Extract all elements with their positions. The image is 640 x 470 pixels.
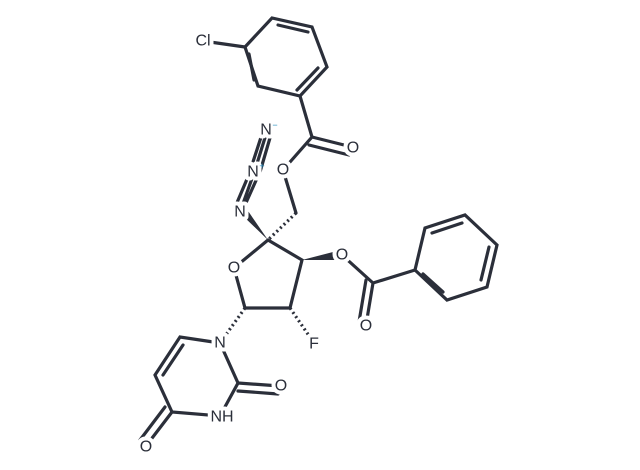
ring-bond [232, 238, 304, 310]
double-bond [247, 23, 320, 92]
ring-bond [243, 16, 329, 98]
atom-label: O [275, 378, 287, 395]
charge: + [259, 161, 264, 171]
atom-labels: Cl O O N N N O O O F N O NH O − + [136, 29, 376, 460]
ring-bond [413, 213, 499, 302]
atom-label: O [360, 318, 372, 335]
atom-label: O [347, 140, 359, 157]
double-bond [421, 221, 491, 294]
atom-label: N [214, 335, 226, 352]
atom-label: N [234, 204, 246, 221]
hash-bond [288, 307, 316, 344]
bond [281, 94, 354, 172]
atom-label: Cl [195, 33, 210, 50]
bond [234, 126, 274, 214]
atom-label: N [260, 122, 272, 139]
bonds [138, 16, 499, 448]
wedge-bond [241, 208, 268, 240]
bond [281, 168, 298, 215]
double-bond [236, 389, 280, 396]
hash-bond [218, 307, 247, 344]
bond [201, 39, 247, 49]
double-bond [161, 343, 185, 377]
bond [340, 253, 417, 327]
atom-label: O [228, 260, 240, 277]
wedge-bond [302, 252, 336, 260]
atom-label: O [277, 162, 289, 179]
atom-label: F [309, 336, 319, 353]
atom-label: O [140, 439, 152, 456]
charge: − [272, 120, 277, 130]
hash-bond [266, 211, 298, 242]
atom-label: O [336, 247, 348, 264]
atom-label: NH [210, 409, 233, 426]
atom-label: N [247, 164, 259, 181]
bond [138, 381, 282, 448]
